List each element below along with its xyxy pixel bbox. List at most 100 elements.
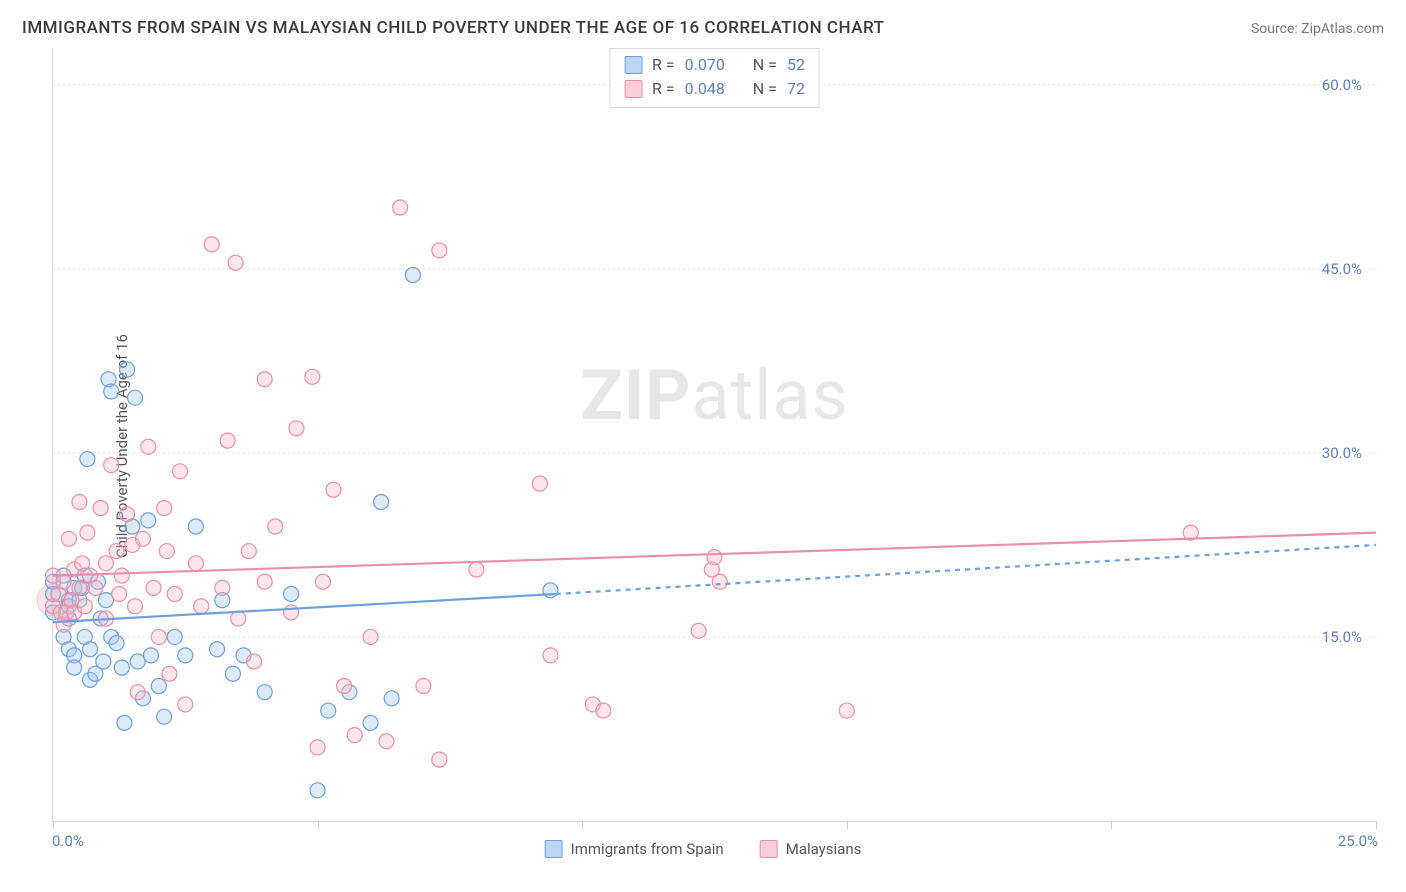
data-point-spain: [284, 587, 299, 602]
data-point-malaysians: [114, 568, 129, 583]
data-point-spain: [178, 648, 193, 663]
data-point-malaysians: [416, 679, 431, 694]
data-point-malaysians: [289, 421, 304, 436]
legend-label-spain: Immigrants from Spain: [571, 840, 724, 858]
data-point-malaysians: [194, 599, 209, 614]
data-point-malaysians: [141, 439, 156, 454]
data-point-malaysians: [691, 623, 706, 638]
data-point-spain: [114, 660, 129, 675]
data-point-malaysians: [77, 599, 92, 614]
data-point-spain: [225, 666, 240, 681]
data-point-spain: [104, 384, 119, 399]
source-link[interactable]: ZipAtlas.com: [1301, 21, 1384, 37]
y-tick-label: 45.0%: [1322, 260, 1362, 278]
data-point-malaysians: [215, 580, 230, 595]
data-point-spain: [120, 362, 135, 377]
data-point-spain: [141, 513, 156, 528]
data-point-malaysians: [337, 679, 352, 694]
data-point-malaysians: [151, 629, 166, 644]
stat-n-label: N =: [753, 77, 777, 101]
data-point-malaysians: [220, 433, 235, 448]
data-point-malaysians: [167, 587, 182, 602]
stats-row-malaysians: R = 0.048 N = 72: [624, 77, 805, 101]
data-point-malaysians: [88, 580, 103, 595]
data-point-spain: [67, 660, 82, 675]
y-tick-label: 30.0%: [1322, 444, 1362, 462]
data-point-spain: [310, 783, 325, 798]
data-point-malaysians: [712, 574, 727, 589]
data-point-spain: [374, 494, 389, 509]
data-point-malaysians: [228, 255, 243, 270]
data-point-malaysians: [305, 369, 320, 384]
data-point-spain: [151, 679, 166, 694]
stat-r-label: R =: [652, 77, 675, 101]
data-point-malaysians: [178, 697, 193, 712]
stat-n-malaysians: 72: [787, 77, 805, 101]
data-point-malaysians: [93, 501, 108, 516]
chart-title: IMMIGRANTS FROM SPAIN VS MALAYSIAN CHILD…: [22, 18, 884, 38]
legend-item-spain: Immigrants from Spain: [545, 840, 724, 858]
data-point-malaysians: [326, 482, 341, 497]
data-point-malaysians: [157, 501, 172, 516]
data-point-malaysians: [128, 599, 143, 614]
data-point-malaysians: [80, 525, 95, 540]
data-point-malaysians: [98, 556, 113, 571]
chart-svg: [53, 48, 1376, 821]
stat-n-label: N =: [753, 53, 777, 77]
stat-r-label: R =: [652, 53, 675, 77]
data-point-malaysians: [284, 605, 299, 620]
data-point-malaysians: [257, 574, 272, 589]
trend-line-spain-extended: [556, 545, 1376, 594]
data-point-malaysians: [310, 740, 325, 755]
data-point-malaysians: [432, 752, 447, 767]
bottom-legend: Immigrants from Spain Malaysians: [545, 840, 862, 858]
data-point-malaysians: [112, 587, 127, 602]
data-point-spain: [96, 654, 111, 669]
legend-swatch-malaysians: [760, 840, 778, 858]
data-point-malaysians: [61, 531, 76, 546]
data-point-malaysians: [162, 666, 177, 681]
data-point-malaysians: [72, 494, 87, 509]
source-credit: Source: ZipAtlas.com: [1251, 21, 1384, 37]
data-point-malaysians: [72, 580, 87, 595]
data-point-malaysians: [347, 728, 362, 743]
data-point-malaysians: [596, 703, 611, 718]
x-tick-start: 0.0%: [52, 832, 84, 850]
data-point-spain: [321, 703, 336, 718]
data-point-malaysians: [130, 685, 145, 700]
data-point-malaysians: [379, 734, 394, 749]
data-point-spain: [80, 452, 95, 467]
data-point-malaysians: [188, 556, 203, 571]
data-point-malaysians: [204, 237, 219, 252]
data-point-malaysians: [707, 550, 722, 565]
data-point-malaysians: [363, 629, 378, 644]
data-point-spain: [109, 636, 124, 651]
data-point-malaysians: [231, 611, 246, 626]
data-point-spain: [384, 691, 399, 706]
chart-plot-area: ZIPatlas R = 0.070 N = 52 R = 0.048 N = …: [52, 48, 1376, 822]
data-point-spain: [83, 642, 98, 657]
y-tick-label: 60.0%: [1322, 76, 1362, 94]
data-point-malaysians: [393, 200, 408, 215]
legend-swatch-spain: [624, 56, 642, 74]
data-point-malaysians: [159, 544, 174, 559]
data-point-malaysians: [532, 476, 547, 491]
data-point-spain: [128, 390, 143, 405]
legend-label-malaysians: Malaysians: [786, 840, 862, 858]
data-point-malaysians: [469, 562, 484, 577]
stat-r-spain: 0.070: [685, 53, 725, 77]
legend-swatch-malaysians: [624, 80, 642, 98]
data-point-spain: [210, 642, 225, 657]
legend-item-malaysians: Malaysians: [760, 840, 862, 858]
data-point-spain: [405, 267, 420, 282]
source-label: Source:: [1251, 21, 1298, 37]
data-point-malaysians: [543, 648, 558, 663]
stat-n-spain: 52: [787, 53, 805, 77]
data-point-spain: [188, 519, 203, 534]
stats-legend: R = 0.070 N = 52 R = 0.048 N = 72: [609, 48, 820, 108]
data-point-malaysians: [146, 580, 161, 595]
legend-swatch-spain: [545, 840, 563, 858]
data-point-malaysians: [247, 654, 262, 669]
data-point-malaysians: [109, 544, 124, 559]
data-point-spain: [143, 648, 158, 663]
